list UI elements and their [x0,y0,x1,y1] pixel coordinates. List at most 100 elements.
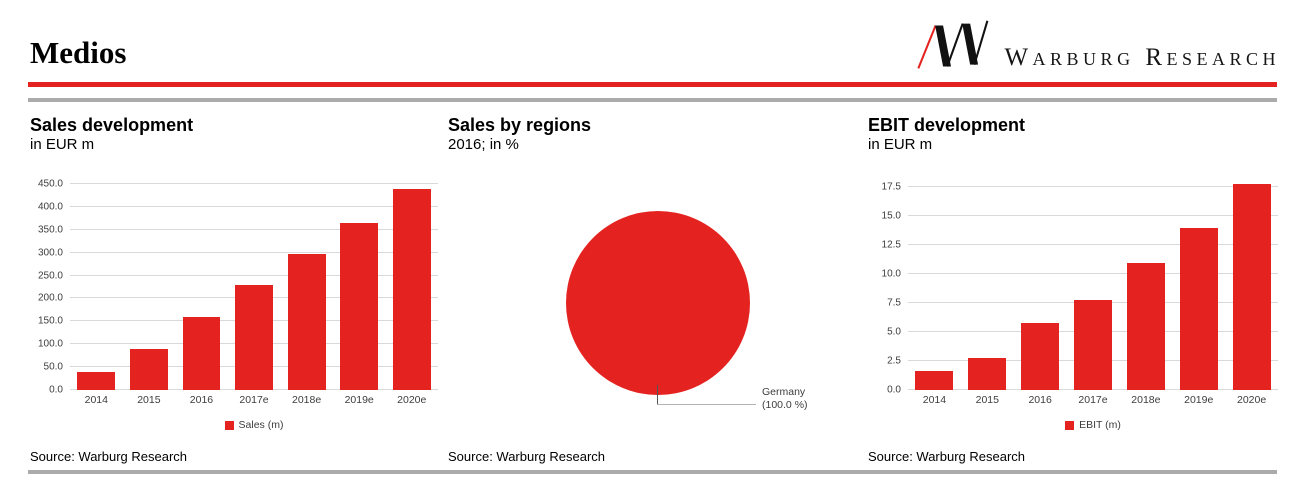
sales-plot-area: 0.0 50.0 100.0 150.0 200.0 250.0 300.0 350.0 400… [38,179,438,396]
bar [1126,262,1165,390]
x-tick-label: 2018e [292,394,322,406]
ebit-legend: EBIT (m) [908,419,1278,431]
y-tick-label: 50.0 [43,361,63,373]
page-header: Medios Warburg Research [30,8,1280,74]
gridline [70,228,438,230]
x-tick-label: 2017e [239,394,269,406]
bar [968,357,1007,390]
y-tick-label: 15.0 [881,210,901,222]
callout-line-vertical [657,385,658,405]
x-tick-label: 2017e [1078,394,1108,406]
source-note: Source: Warburg Research [30,449,188,464]
bars-row [908,184,1278,390]
bar-slot [70,184,123,390]
x-tick-label: 2016 [189,394,214,406]
bar-slot [385,184,438,390]
ebit-x-axis: 2014 2015 2016 2017e 2018e 2019e 2020e [908,394,1278,406]
chart-title: Sales by regions [448,115,592,135]
warburg-w-logo-icon [912,18,990,74]
bar [77,371,116,390]
bar [392,188,431,390]
x-tick-label: 2018e [1131,394,1161,406]
chart-panel-ebit: EBIT development in EUR m 0.0 2.5 5.0 7.5 10… [868,115,1280,464]
callout-label-value: (100.0 %) [762,399,808,411]
bar-slot [1119,184,1172,390]
bar [129,348,168,390]
chart-title: Sales development [30,115,194,135]
source-note: Source: Warburg Research [868,449,1026,464]
bar-slot [1067,184,1120,390]
chart-subtitle: in EUR m [30,136,95,153]
pie-area: Germany (100.0 %) [448,154,846,454]
y-tick-label: 10.0 [881,268,901,280]
y-tick-label: 300.0 [37,247,63,259]
callout-line-horizontal [657,404,756,405]
y-tick-label: 250.0 [37,270,63,282]
x-tick-label: 2020e [1236,394,1267,406]
bar-slot [123,184,176,390]
chart-panel-sales: Sales development in EUR m 0.0 50.0 100.0 1… [30,115,440,464]
brand-block: Warburg Research [912,18,1280,74]
bar [287,253,326,390]
bar [1021,322,1060,390]
y-tick-label: 5.0 [887,326,901,338]
sales-legend: Sales (m) [70,419,438,431]
bar [1179,227,1218,390]
x-tick-label: 2014 [84,394,108,406]
bar [915,371,954,390]
y-tick-label: 12.5 [881,239,901,251]
bar-slot [908,184,961,390]
chart-panel-regions: Sales by regions 2016; in % Germany (100… [448,115,846,464]
gridline [908,273,1278,275]
bar-slot [280,184,333,390]
page-title: Medios [30,35,127,70]
x-tick-label: 2016 [1028,394,1052,406]
gray-divider-rule [28,98,1277,102]
y-tick-label: 150.0 [37,315,63,327]
chart-subtitle: in EUR m [868,136,933,153]
y-tick-label: 200.0 [37,292,63,304]
bar-slot [1014,184,1067,390]
y-tick-label: 400.0 [37,201,63,213]
x-tick-label: 2015 [137,394,161,406]
x-tick-label: 2020e [397,394,427,406]
gridline [70,183,438,184]
x-tick-label: 2015 [975,394,999,406]
y-tick-label: 17.5 [881,181,901,193]
chart-subtitle: 2016; in % [448,136,519,153]
bar [182,316,221,390]
y-tick-label: 7.5 [887,297,901,309]
gridline [908,244,1278,246]
bar [1073,299,1113,390]
y-tick-label: 450.0 [37,178,63,190]
x-tick-label: 2014 [922,394,947,406]
x-tick-label: 2019e [1184,394,1214,406]
bar-slot [175,184,228,390]
bar-slot [333,184,386,390]
callout-label: Germany (100.0 %) [762,386,808,412]
callout-label-name: Germany [762,386,806,398]
gridline [908,186,1278,188]
bar [235,284,273,390]
chart-title: EBIT development [868,115,1026,135]
bar-slot [961,184,1014,390]
bar-slot [1172,184,1225,390]
bar-slot [1225,184,1278,390]
legend-swatch [224,420,234,430]
bar-slot [228,184,281,390]
pie-slice-germany [566,211,750,395]
ebit-plot-area: 0.0 2.5 5.0 7.5 10.0 12.5 15.0 17.5 [882,182,1278,396]
legend-label: Sales (m) [238,419,284,431]
gridline [70,205,438,207]
chart-columns: Sales development in EUR m 0.0 50.0 100.0 1… [30,115,1280,464]
gridline [70,274,438,276]
legend-label: EBIT (m) [1079,419,1121,431]
legend-swatch [1065,420,1075,430]
bar [340,222,379,390]
gridline [908,215,1278,217]
y-tick-label: 100.0 [37,338,63,350]
gridline [70,251,438,253]
source-note: Source: Warburg Research [448,449,606,464]
y-tick-label: 0.0 [887,384,901,396]
